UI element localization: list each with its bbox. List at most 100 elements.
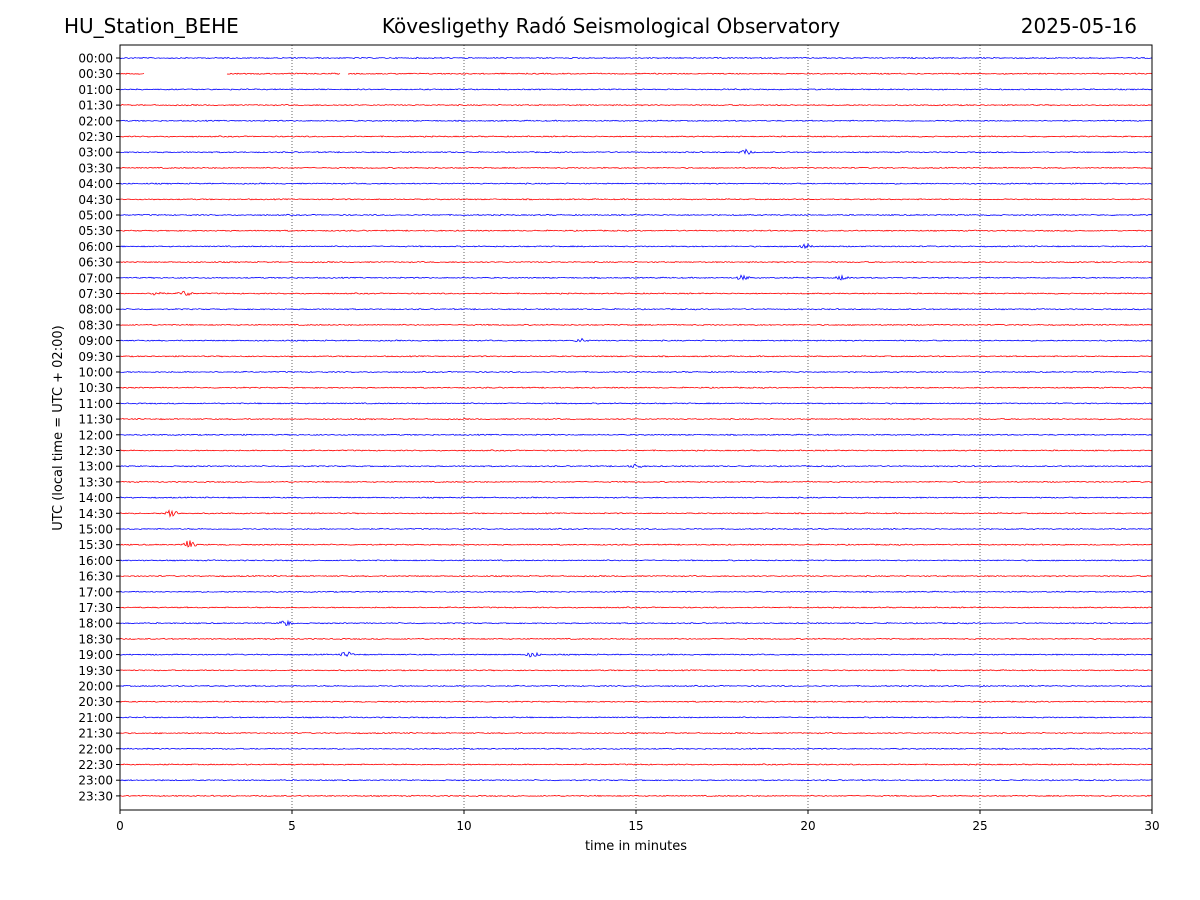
x-axis-ticks: 0 5 10 15 20 25 30	[116, 810, 1160, 833]
y-tick-label-0200: 02:00	[78, 114, 113, 128]
trace-1630	[119, 574, 1153, 578]
y-tick-label-1700: 17:00	[78, 585, 113, 599]
y-tick-label-1830: 18:30	[78, 632, 113, 646]
trace-1730	[119, 606, 1153, 609]
y-tick-label-1100: 11:00	[78, 397, 113, 411]
x-tick-label-20: 20	[800, 819, 815, 833]
trace-0430	[119, 198, 1153, 201]
trace-1830	[119, 637, 1153, 641]
trace-0800	[119, 307, 1153, 311]
y-tick-label-0800: 08:00	[78, 303, 113, 317]
y-tick-label-2130: 21:30	[78, 727, 113, 741]
y-tick-label-1500: 15:00	[78, 523, 113, 537]
trace-0130	[119, 103, 1153, 107]
y-tick-label-2000: 20:00	[78, 680, 113, 694]
y-tick-label-0830: 08:30	[78, 318, 113, 332]
y-tick-label-2300: 23:00	[78, 774, 113, 788]
y-tick-label-1330: 13:30	[78, 475, 113, 489]
trace-0030	[119, 72, 1153, 75]
y-tick-label-1230: 12:30	[78, 444, 113, 458]
y-tick-label-1930: 19:30	[78, 664, 113, 678]
trace-1000	[119, 370, 1153, 374]
trace-1800	[119, 619, 1153, 627]
y-tick-label-0430: 04:30	[78, 193, 113, 207]
trace-2300	[119, 778, 1153, 782]
x-tick-label-10: 10	[456, 819, 471, 833]
trace-2000	[119, 684, 1153, 688]
x-tick-label-5: 5	[288, 819, 296, 833]
trace-lines	[119, 56, 1153, 798]
y-tick-label-0300: 03:00	[78, 146, 113, 160]
y-tick-label-1800: 18:00	[78, 617, 113, 631]
y-tick-label-1000: 10:00	[78, 366, 113, 380]
trace-2130	[119, 731, 1153, 735]
trace-2100	[119, 716, 1153, 719]
trace-1530	[119, 540, 1153, 548]
y-tick-label-2030: 20:30	[78, 695, 113, 709]
y-tick-label-2200: 22:00	[78, 742, 113, 756]
y-tick-label-1130: 11:30	[78, 413, 113, 427]
trace-2230	[119, 763, 1153, 766]
y-tick-label-1030: 10:30	[78, 381, 113, 395]
y-tick-label-0330: 03:30	[78, 161, 113, 175]
trace-1300	[119, 463, 1153, 468]
trace-0600	[119, 243, 1153, 250]
trace-1900	[119, 651, 1153, 658]
trace-1430	[119, 509, 1153, 518]
y-tick-label-0730: 07:30	[78, 287, 113, 301]
y-tick-label-1600: 16:00	[78, 554, 113, 568]
trace-0200	[119, 119, 1153, 123]
trace-2030	[119, 700, 1153, 703]
y-tick-label-0230: 02:30	[78, 130, 113, 144]
y-tick-label-0630: 06:30	[78, 256, 113, 270]
y-tick-label-0030: 00:30	[78, 67, 113, 81]
y-tick-label-1730: 17:30	[78, 601, 113, 615]
x-tick-label-25: 25	[972, 819, 987, 833]
trace-0830	[119, 323, 1153, 327]
y-tick-label-0130: 01:30	[78, 99, 113, 113]
trace-1030	[119, 386, 1153, 389]
y-tick-label-0600: 06:00	[78, 240, 113, 254]
trace-0400	[119, 182, 1153, 185]
trace-1600	[119, 559, 1153, 562]
y-tick-label-1400: 14:00	[78, 491, 113, 505]
trace-1330	[119, 480, 1153, 484]
y-tick-label-1530: 15:30	[78, 538, 113, 552]
trace-0230	[119, 135, 1153, 138]
trace-0700	[119, 274, 1153, 281]
x-tick-label-0: 0	[116, 819, 124, 833]
trace-1700	[119, 590, 1153, 594]
y-tick-label-0530: 05:30	[78, 224, 113, 238]
trace-0300	[119, 148, 1153, 155]
trace-0330	[119, 166, 1153, 170]
trace-0730	[119, 290, 1153, 297]
y-tick-label-2230: 22:30	[78, 758, 113, 772]
trace-1200	[119, 433, 1153, 437]
trace-1100	[119, 402, 1153, 405]
y-tick-label-0500: 05:00	[78, 209, 113, 223]
trace-1930	[119, 669, 1153, 672]
trace-2200	[119, 747, 1153, 751]
trace-0530	[119, 229, 1153, 232]
record-date: 2025-05-16	[1020, 14, 1137, 38]
y-tick-label-1300: 13:00	[78, 460, 113, 474]
trace-0500	[119, 213, 1153, 217]
y-tick-label-0900: 09:00	[78, 334, 113, 348]
y-axis-label: UTC (local time = UTC + 02:00)	[51, 325, 66, 530]
observatory-title-text: Kövesligethy Radó Seismological Observat…	[381, 14, 841, 38]
y-tick-label-1630: 16:30	[78, 570, 113, 584]
trace-0100	[119, 88, 1153, 91]
x-tick-label-15: 15	[628, 819, 643, 833]
y-tick-label-0700: 07:00	[78, 271, 113, 285]
grid-lines	[291, 45, 981, 810]
y-tick-label-0400: 04:00	[78, 177, 113, 191]
observatory-title: Kövesligethy Radó Seismological Observat…	[0, 14, 1200, 38]
trace-2330	[119, 794, 1153, 798]
station-name: HU_Station_BEHE	[64, 14, 239, 38]
x-tick-label-30: 30	[1144, 819, 1159, 833]
x-axis-label: time in minutes	[585, 839, 687, 854]
trace-1500	[119, 527, 1153, 531]
y-tick-label-1430: 14:30	[78, 507, 113, 521]
